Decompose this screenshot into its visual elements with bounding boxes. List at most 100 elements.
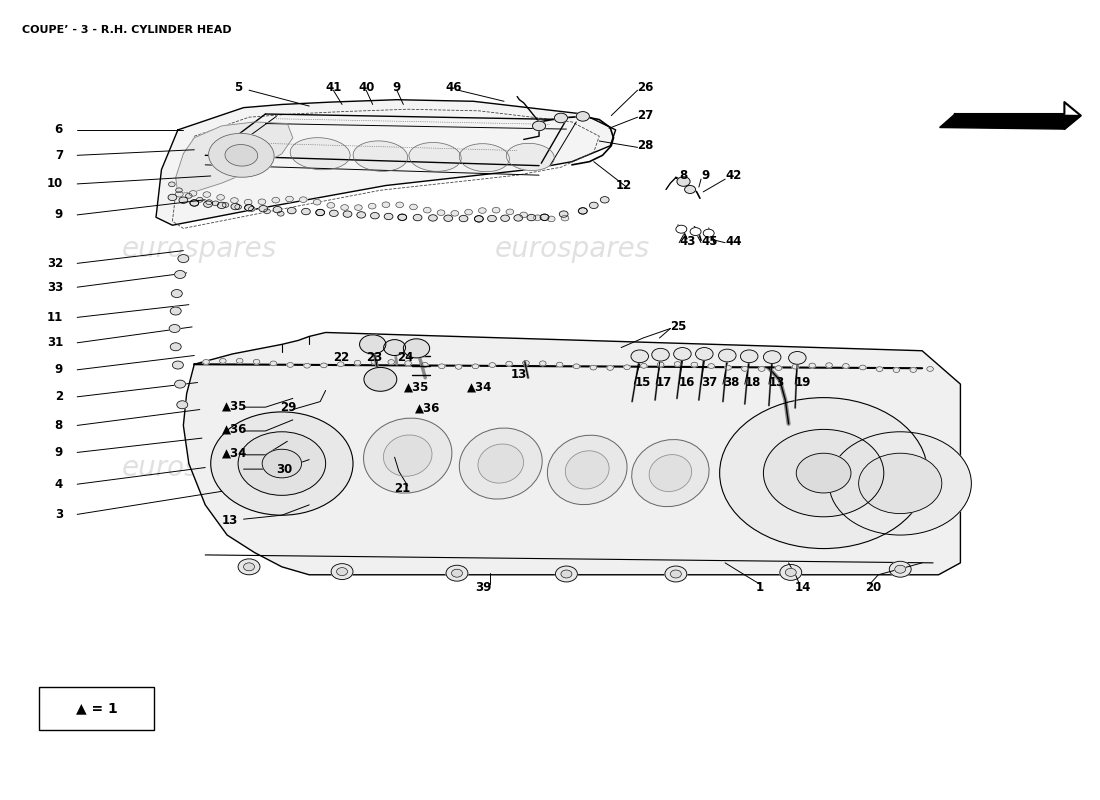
Circle shape [287,207,296,214]
Circle shape [826,362,833,367]
Circle shape [337,568,348,575]
Circle shape [168,182,175,186]
Circle shape [330,210,338,217]
Circle shape [371,213,380,219]
Circle shape [607,366,614,370]
Circle shape [451,210,459,216]
Circle shape [780,565,802,580]
Text: 30: 30 [276,462,293,476]
Text: 9: 9 [701,170,710,182]
Circle shape [364,367,397,391]
Circle shape [556,566,578,582]
Circle shape [673,347,691,360]
Text: 19: 19 [795,376,812,389]
Text: ▲35: ▲35 [405,381,430,394]
Circle shape [327,202,334,208]
Circle shape [398,214,407,221]
Circle shape [258,199,266,205]
Circle shape [910,368,916,372]
Circle shape [493,207,500,213]
Circle shape [674,362,681,366]
Text: 44: 44 [725,234,741,248]
Circle shape [384,340,406,355]
Circle shape [652,348,669,361]
Circle shape [169,325,180,333]
Circle shape [559,211,568,218]
Text: 45: 45 [701,234,717,248]
Text: 8: 8 [55,419,63,432]
Text: 15: 15 [635,376,650,389]
Circle shape [490,362,496,367]
Circle shape [500,215,509,222]
Circle shape [231,198,239,203]
Ellipse shape [548,435,627,505]
Circle shape [554,114,568,122]
Circle shape [398,214,407,221]
Circle shape [506,362,513,366]
Circle shape [474,216,483,222]
Ellipse shape [209,134,274,178]
Circle shape [690,228,701,235]
Circle shape [640,363,647,368]
Circle shape [506,209,514,214]
Circle shape [287,362,294,367]
Circle shape [579,208,587,214]
Circle shape [320,363,327,368]
Circle shape [658,362,664,367]
Text: 3: 3 [55,508,63,521]
Circle shape [249,206,255,211]
Circle shape [170,342,182,350]
Circle shape [316,210,324,216]
Circle shape [243,563,254,571]
Text: 9: 9 [393,82,400,94]
Text: 26: 26 [638,82,653,94]
Text: 5: 5 [234,82,242,94]
Circle shape [316,210,324,216]
Text: 4: 4 [55,478,63,490]
Ellipse shape [631,439,710,506]
Circle shape [451,570,462,577]
Circle shape [186,194,192,198]
Circle shape [763,430,883,517]
Ellipse shape [226,145,257,166]
Text: 9: 9 [55,363,63,376]
Circle shape [437,210,444,215]
Circle shape [368,203,376,209]
Text: 7: 7 [55,149,63,162]
Circle shape [244,205,253,211]
Ellipse shape [290,138,350,170]
Circle shape [725,366,732,370]
Ellipse shape [353,141,408,171]
Circle shape [579,208,587,214]
Circle shape [429,214,438,221]
Circle shape [539,361,546,366]
Ellipse shape [460,428,542,499]
Circle shape [708,364,715,369]
Circle shape [314,199,321,205]
Circle shape [220,358,227,363]
Circle shape [222,202,229,207]
Circle shape [236,358,243,363]
Circle shape [197,198,204,202]
Circle shape [843,363,849,368]
Circle shape [455,365,462,370]
Circle shape [522,361,529,366]
Circle shape [534,215,541,221]
Text: 40: 40 [358,82,374,94]
Circle shape [173,361,184,369]
Circle shape [341,205,349,210]
Circle shape [204,201,212,207]
Circle shape [175,270,186,278]
Ellipse shape [409,142,461,171]
Circle shape [179,197,188,203]
Text: 6: 6 [55,123,63,136]
Circle shape [792,364,799,369]
Text: 24: 24 [397,350,414,363]
Circle shape [170,307,182,315]
Circle shape [472,364,478,369]
Text: 43: 43 [679,234,695,248]
Text: 41: 41 [326,82,341,94]
Circle shape [789,351,806,364]
Circle shape [190,200,199,206]
Circle shape [360,335,386,354]
